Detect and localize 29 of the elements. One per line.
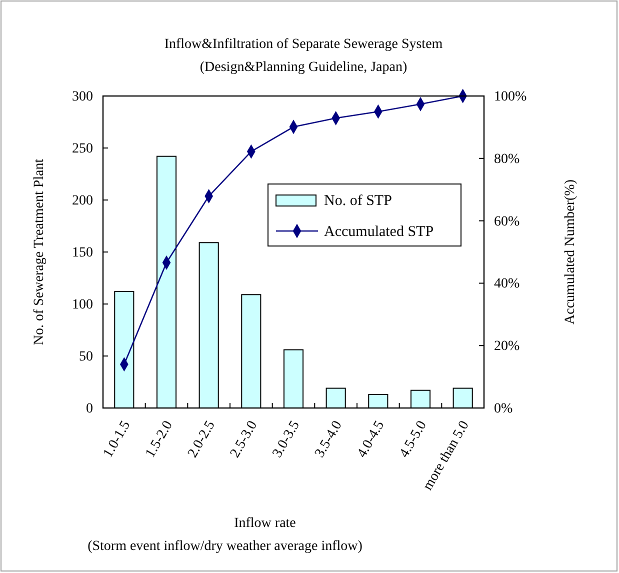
y2-tick-label: 100% xyxy=(494,89,527,104)
y-tick-label: 100 xyxy=(72,297,93,312)
y-tick-label: 300 xyxy=(72,89,93,104)
bar xyxy=(198,242,219,408)
y-tick-label: 250 xyxy=(72,141,93,156)
y-tick-label: 150 xyxy=(72,245,93,260)
bar xyxy=(283,349,304,408)
x-axis-title: Inflow rate (Storm event inflow/dry weather average inflow) xyxy=(88,516,363,554)
bar xyxy=(368,394,388,408)
bar xyxy=(410,390,431,408)
bar xyxy=(156,156,177,408)
chart-subtitle: (Design&Planning Guideline, Japan) xyxy=(200,60,408,75)
bar xyxy=(241,294,262,408)
y2-tick-label: 60% xyxy=(494,214,520,230)
y2-tick-label: 20% xyxy=(494,339,520,354)
bar xyxy=(114,291,134,408)
y2-axis-title: Accumulated Number(%) xyxy=(563,179,578,324)
y-tick-label: 50 xyxy=(79,349,93,364)
legend-label: No. of STP xyxy=(324,193,392,209)
y2-tick-label: 80% xyxy=(494,152,520,167)
y-tick-label: 0 xyxy=(86,401,93,416)
bar xyxy=(452,388,473,408)
chart-title: Inflow&Infiltration of Separate Sewerage System xyxy=(164,37,443,52)
y2-tick-label: 40% xyxy=(494,276,520,292)
bar xyxy=(326,388,346,408)
legend-label: Accumulated STP xyxy=(324,224,434,240)
y2-tick-label: 0% xyxy=(494,401,513,416)
y-axis-title: No. of Sewerage Treatment Plant xyxy=(32,158,47,346)
y-tick-label: 200 xyxy=(72,193,93,208)
